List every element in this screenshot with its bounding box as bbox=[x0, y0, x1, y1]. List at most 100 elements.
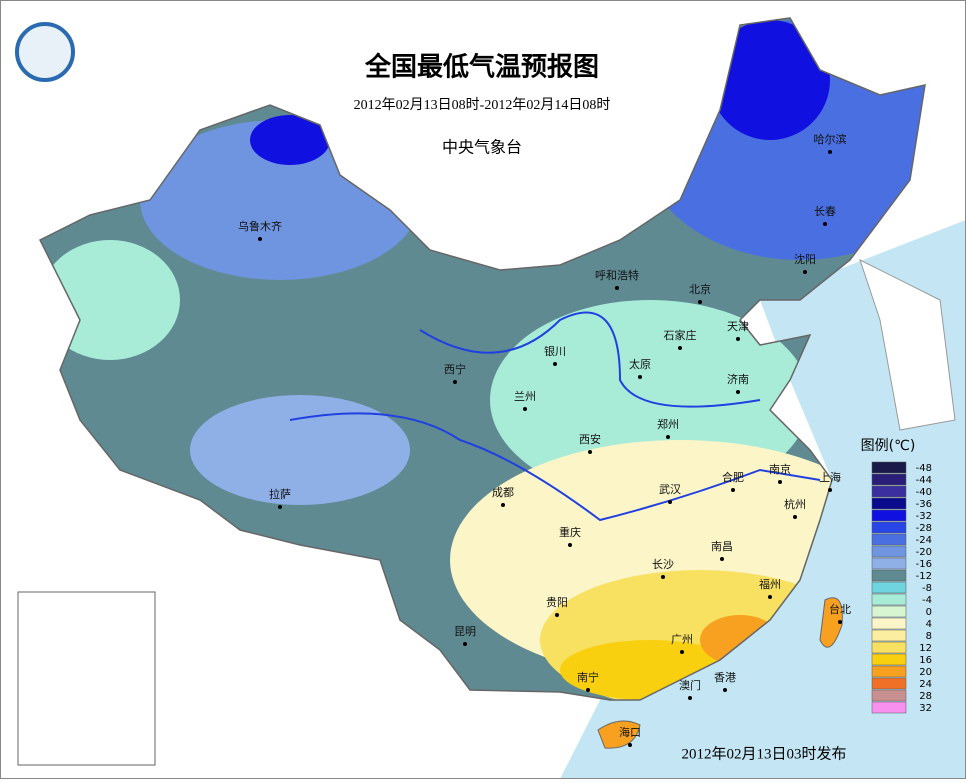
city-dot bbox=[638, 375, 642, 379]
yangtze-river bbox=[289, 412, 821, 522]
city-label: 银川 bbox=[544, 344, 566, 358]
legend-swatch bbox=[871, 461, 907, 474]
legend-value: -20 bbox=[916, 547, 932, 558]
city-dot bbox=[453, 380, 457, 384]
legend-swatch bbox=[871, 473, 907, 486]
city-dot bbox=[615, 286, 619, 290]
legend-value: 0 bbox=[926, 607, 932, 618]
city-dot bbox=[678, 346, 682, 350]
legend-value: -48 bbox=[916, 463, 932, 474]
legend-value: -28 bbox=[916, 523, 932, 534]
city-dot bbox=[501, 503, 505, 507]
city-dot bbox=[258, 237, 262, 241]
legend-value: -40 bbox=[916, 487, 932, 498]
legend-value: 24 bbox=[919, 679, 932, 690]
legend-swatch bbox=[871, 545, 907, 558]
city-label: 台北 bbox=[829, 602, 851, 616]
legend-swatch bbox=[871, 521, 907, 534]
south-sea-inset bbox=[17, 591, 156, 766]
legend-swatch bbox=[871, 617, 907, 630]
city-dot bbox=[568, 543, 572, 547]
city-label: 沈阳 bbox=[794, 252, 816, 266]
city-label: 武汉 bbox=[659, 483, 681, 496]
legend-value: 20 bbox=[919, 667, 932, 678]
city-dot bbox=[523, 407, 527, 411]
yellow-river bbox=[419, 311, 761, 408]
city-dot bbox=[731, 488, 735, 492]
sea bbox=[560, 220, 966, 779]
city-dot bbox=[736, 337, 740, 341]
legend-swatch bbox=[871, 485, 907, 498]
korea-japan bbox=[859, 259, 956, 431]
city-dot bbox=[553, 362, 557, 366]
issue-time: 2012年02月13日03时发布 bbox=[681, 745, 846, 762]
agency: 中央气象台 bbox=[442, 138, 522, 157]
legend-value: -32 bbox=[916, 511, 932, 522]
city-label: 太原 bbox=[629, 358, 651, 371]
city-label: 杭州 bbox=[784, 497, 806, 511]
legend-swatch bbox=[871, 641, 907, 654]
city-label: 济南 bbox=[727, 372, 749, 386]
city-label: 合肥 bbox=[722, 470, 744, 484]
city-dot bbox=[661, 575, 665, 579]
city-label: 郑州 bbox=[657, 417, 679, 431]
city-dot bbox=[823, 222, 827, 226]
city-label: 广州 bbox=[671, 633, 693, 646]
legend-swatch bbox=[871, 653, 907, 666]
legend-value: -12 bbox=[916, 571, 932, 582]
city-dot bbox=[828, 488, 832, 492]
legend-value: 32 bbox=[919, 703, 932, 714]
city-dot bbox=[588, 450, 592, 454]
city-label: 贵阳 bbox=[546, 596, 568, 609]
city-dot bbox=[838, 620, 842, 624]
city-dot bbox=[628, 743, 632, 747]
city-label: 兰州 bbox=[514, 390, 536, 403]
legend-swatch bbox=[871, 689, 907, 702]
legend-swatch bbox=[871, 533, 907, 546]
country-border bbox=[38, 17, 926, 701]
city-dot bbox=[463, 642, 467, 646]
legend-swatch bbox=[871, 593, 907, 606]
city-label: 长沙 bbox=[652, 558, 674, 571]
city-dot bbox=[586, 688, 590, 692]
city-label: 天津 bbox=[727, 320, 749, 333]
city-label: 西宁 bbox=[444, 362, 466, 376]
city-label: 香港 bbox=[714, 671, 736, 684]
legend-swatch bbox=[871, 677, 907, 690]
legend-swatch bbox=[871, 629, 907, 642]
legend: -48-44-40-36-32-28-24-20-16-12-8-4048121… bbox=[871, 461, 932, 714]
city-label: 拉萨 bbox=[269, 487, 291, 501]
legend-swatch bbox=[871, 557, 907, 570]
city-label: 海口 bbox=[619, 725, 641, 739]
legend-value: 28 bbox=[919, 691, 932, 702]
city-dot bbox=[793, 515, 797, 519]
city-label: 乌鲁木齐 bbox=[238, 219, 282, 233]
legend-value: 4 bbox=[926, 619, 932, 630]
city-label: 成都 bbox=[492, 486, 514, 499]
city-dot bbox=[723, 688, 727, 692]
legend-swatch bbox=[871, 701, 907, 714]
city-label: 澳门 bbox=[679, 678, 701, 692]
city-dot bbox=[688, 696, 692, 700]
legend-value: -24 bbox=[916, 535, 932, 546]
city-dot bbox=[768, 595, 772, 599]
legend-value: 16 bbox=[919, 655, 932, 666]
city-dot bbox=[680, 650, 684, 654]
city-dot bbox=[555, 613, 559, 617]
city-label: 昆明 bbox=[454, 625, 476, 638]
city-label: 南宁 bbox=[577, 670, 599, 684]
taiwan bbox=[819, 597, 843, 648]
legend-swatch bbox=[871, 605, 907, 618]
date-range: 2012年02月13日08时-2012年02月14日08时 bbox=[354, 97, 611, 113]
title: 全国最低气温预报图 bbox=[364, 52, 599, 83]
hainan bbox=[597, 720, 641, 749]
legend-value: 8 bbox=[926, 631, 932, 642]
city-label: 南昌 bbox=[711, 540, 733, 553]
city-label: 北京 bbox=[689, 282, 711, 296]
city-dot bbox=[778, 480, 782, 484]
city-dot bbox=[698, 300, 702, 304]
legend-swatch bbox=[871, 665, 907, 678]
legend-value: -4 bbox=[922, 595, 932, 606]
